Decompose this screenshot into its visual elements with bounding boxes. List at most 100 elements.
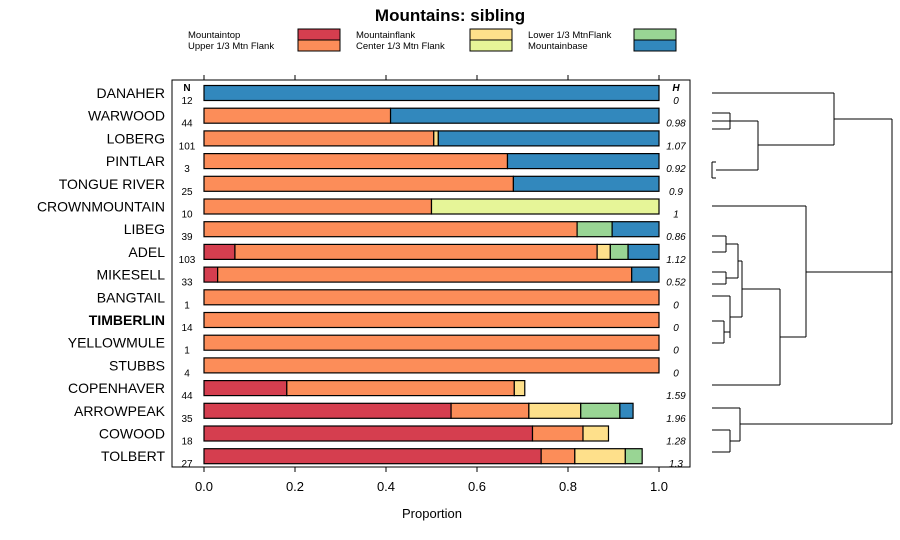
bar-segment <box>596 243 611 260</box>
row-h-value: 0 <box>673 323 679 334</box>
row-n-value: 44 <box>181 119 193 130</box>
row-label: BANGTAIL <box>97 289 165 305</box>
x-tick-label: 0.4 <box>377 479 395 494</box>
bar-segment <box>430 198 660 215</box>
bar-segment <box>540 448 576 465</box>
bar-segment <box>627 243 660 260</box>
bar-segment <box>203 84 660 102</box>
bar-segment <box>203 311 660 329</box>
dendrogram <box>711 92 893 453</box>
bar-segment <box>203 153 509 170</box>
bar-segment <box>574 448 626 465</box>
x-tick-label: 0.2 <box>286 479 304 494</box>
bar-segment <box>203 380 288 397</box>
bar-segment <box>506 153 660 170</box>
row-h-value: 1.96 <box>666 414 686 425</box>
bar-segment <box>203 107 392 124</box>
bar-segment <box>203 198 433 215</box>
row-label: MIKESELL <box>97 267 166 283</box>
row-h-value: 1.12 <box>666 255 686 266</box>
row-h-value: 0 <box>673 368 679 379</box>
row-label: CROWNMOUNTAIN <box>37 199 165 215</box>
x-axis-label: Proportion <box>402 506 462 521</box>
bar-segment <box>286 380 515 397</box>
row-label: DANAHER <box>97 85 165 101</box>
legend-swatch <box>297 39 341 52</box>
legend-label: Lower 1/3 MtnFlank <box>528 30 612 41</box>
bar-segment <box>624 448 643 465</box>
row-n-value: 14 <box>181 323 193 334</box>
legend-label: Center 1/3 Mtn Flank <box>356 41 445 52</box>
row-n-value: 33 <box>181 278 193 289</box>
bar-segment <box>580 402 621 419</box>
legend-label: Mountainflank <box>356 30 415 41</box>
bar-segment <box>582 425 610 442</box>
bar-segment <box>433 130 439 147</box>
bar-segment <box>611 221 660 238</box>
row-n-value: 10 <box>181 210 193 221</box>
bar-segment <box>203 289 660 306</box>
row-n-value: 4 <box>184 368 190 379</box>
bar-segment <box>217 266 633 283</box>
bar-segment <box>203 425 534 442</box>
bar-segment <box>631 266 660 283</box>
bar-segment <box>609 243 629 260</box>
row-label: STUBBS <box>109 357 165 373</box>
row-h-value: 1.3 <box>669 459 683 470</box>
row-h-value: 1.07 <box>666 141 686 152</box>
row-n-value: 18 <box>181 437 193 448</box>
x-tick-label: 0.6 <box>468 479 486 494</box>
bar-segment <box>203 402 452 419</box>
legend-swatch <box>633 39 677 52</box>
row-n-value: 103 <box>179 255 196 266</box>
row-h-value: 0.86 <box>666 232 686 243</box>
bar-segment <box>619 402 634 419</box>
bar-segment <box>203 266 219 283</box>
row-n-value: 39 <box>181 232 193 243</box>
x-axis: 0.0 0.2 0.4 0.6 0.8 1.0 <box>195 75 668 494</box>
row-h-value: 0 <box>673 300 679 311</box>
bar-segment <box>576 221 613 238</box>
plot-frame <box>171 79 691 468</box>
legend-swatch <box>633 28 677 41</box>
bar-segment <box>450 402 530 419</box>
row-label: WARWOOD <box>88 108 165 124</box>
legend-label: Mountainbase <box>528 41 588 52</box>
row-label: TIMBERLIN <box>89 312 165 328</box>
row-h-value: 0.52 <box>666 278 686 289</box>
bar-segment <box>528 402 582 419</box>
legend-label: Mountaintop <box>188 30 240 41</box>
bar-segment <box>203 130 435 147</box>
row-label: COWOOD <box>99 426 165 442</box>
x-tick-label: 0.8 <box>559 479 577 494</box>
row-label: ADEL <box>128 244 165 260</box>
legend-swatch <box>469 39 513 52</box>
row-h-value: 1 <box>673 210 679 221</box>
row-label: TONGUE RIVER <box>59 176 165 192</box>
chart-title: Mountains: sibling <box>375 6 525 25</box>
bar-segment <box>203 334 660 351</box>
bar-segment <box>203 357 660 374</box>
row-label: COPENHAVER <box>68 380 165 396</box>
legend-swatch <box>297 28 341 41</box>
row-n-value: 35 <box>181 414 193 425</box>
bar-segment <box>203 243 236 260</box>
bar-segment <box>234 243 598 260</box>
row-label: LIBEG <box>124 221 165 237</box>
row-h-value: 1.28 <box>666 437 686 448</box>
row-h-value: 0.98 <box>666 119 686 130</box>
row-n-value: 25 <box>181 187 193 198</box>
row-n-value: 1 <box>184 346 190 357</box>
n-column-header: N <box>183 83 190 94</box>
row-h-value: 0.9 <box>669 187 683 198</box>
bar-segment <box>513 380 526 397</box>
bar-segment <box>203 448 542 465</box>
dendrogram-branch <box>711 92 893 453</box>
row-n-value: 3 <box>184 164 190 175</box>
row-h-value: 0.92 <box>666 164 686 175</box>
row-label: PINTLAR <box>106 153 165 169</box>
row-n-value: 44 <box>181 391 193 402</box>
bar-segment <box>203 175 514 192</box>
